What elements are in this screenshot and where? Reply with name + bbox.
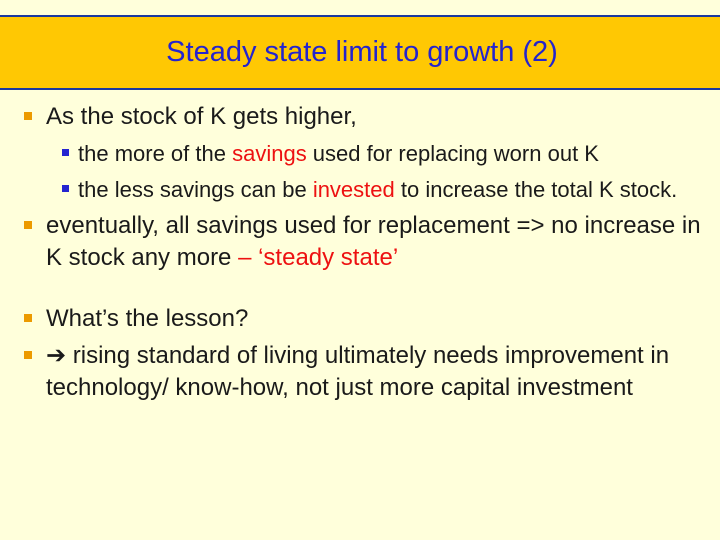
bullet-text: used for replacing worn out K [306,141,599,166]
bullet-text: rising standard of living ultimately nee… [46,342,670,401]
highlighted-text: – ‘steady state’ [238,244,399,271]
arrow-right-icon: ➔ [46,342,67,369]
title-bar: Steady state limit to growth (2) [0,15,720,90]
slide-title: Steady state limit to growth (2) [166,36,558,68]
square-bullet-icon [62,185,69,192]
square-bullet-icon [62,149,69,156]
highlighted-text: savings [232,141,307,166]
bullet-text: As the stock of K gets higher, [46,103,357,130]
bullet-text: eventually, all savings used for replace… [46,212,701,271]
bullet-item: eventually, all savings used for replace… [0,210,704,274]
bullet-item: What’s the lesson? [0,303,704,335]
bullet-text: What’s the lesson? [46,305,249,332]
blank-line-spacer [0,279,704,303]
slide-body: As the stock of K gets higher, the more … [0,101,720,409]
sub-bullet-item: the less savings can be invested to incr… [0,174,704,205]
square-bullet-icon [24,112,32,120]
bullet-item: ➔ rising standard of living ultimately n… [0,340,704,404]
bullet-item: As the stock of K gets higher, [0,101,704,133]
bullet-text: the less savings can be [78,177,313,202]
square-bullet-icon [24,314,32,322]
square-bullet-icon [24,351,32,359]
bullet-text: to increase the total K stock. [394,177,678,202]
highlighted-text: invested [312,177,395,202]
sub-bullet-item: the more of the savings used for replaci… [0,138,704,169]
bullet-text: the more of the [78,141,233,166]
square-bullet-icon [24,221,32,229]
